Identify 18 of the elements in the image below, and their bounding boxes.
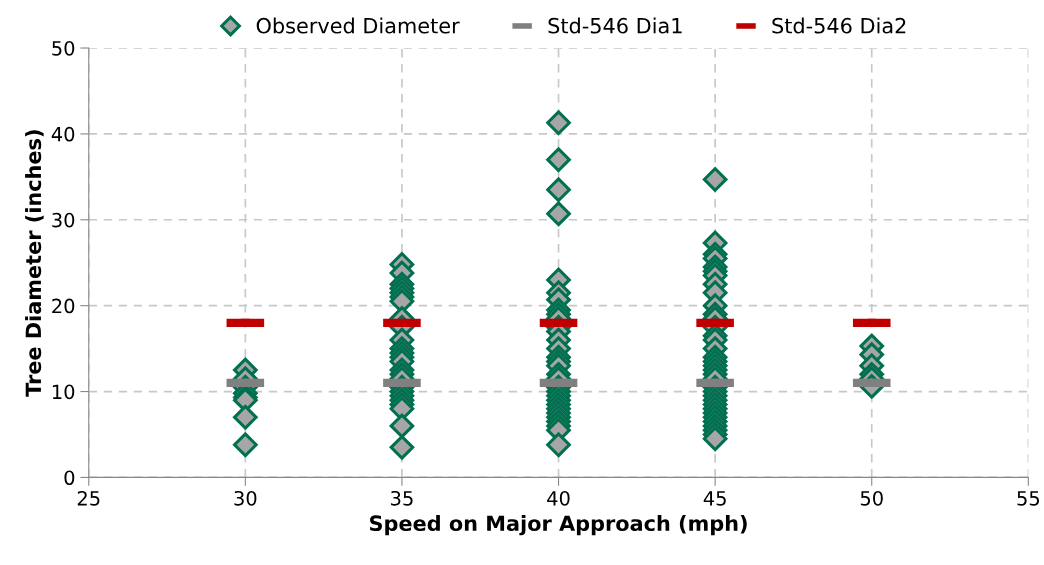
y-tick-label: 10 (52, 384, 75, 400)
legend-label: Std-546 Dia2 (772, 17, 906, 34)
x-tick-label: 30 (234, 490, 257, 506)
legend-label: Std-546 Dia1 (548, 17, 682, 34)
x-tick-label: 25 (77, 490, 100, 506)
x-axis-title: Speed on Major Approach (mph) (370, 514, 747, 536)
legend-label: Observed Diameter (256, 17, 460, 34)
y-tick-label: 20 (52, 298, 75, 314)
x-tick-label: 35 (391, 490, 413, 506)
x-tick-label: 50 (860, 490, 883, 506)
x-tick-label: 40 (547, 490, 570, 506)
x-tick-label: 45 (703, 491, 726, 506)
y-tick-label: 30 (52, 212, 75, 228)
x-tick-label: 55 (1017, 491, 1040, 506)
y-tick-label: 50 (52, 40, 75, 56)
y-axis-title: Tree Diameter (inches) (25, 130, 44, 397)
y-tick-label: 0 (64, 470, 75, 486)
y-tick-label: 40 (51, 126, 75, 142)
